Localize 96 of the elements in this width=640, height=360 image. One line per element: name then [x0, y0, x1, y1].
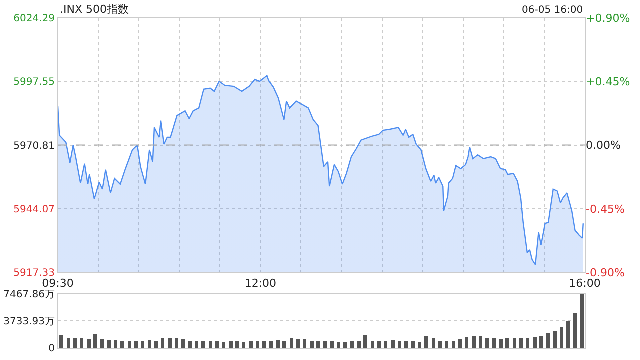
- bar: [404, 341, 408, 348]
- bar: [526, 338, 529, 348]
- bar: [519, 338, 523, 348]
- bar: [424, 336, 428, 348]
- bar: [343, 342, 347, 348]
- bar: [209, 341, 212, 348]
- bar: [188, 341, 192, 348]
- bar: [290, 338, 293, 348]
- bar: [539, 336, 543, 348]
- bar: [452, 341, 455, 348]
- y2-tick-label: +0.45%: [586, 76, 630, 88]
- bar: [499, 339, 503, 348]
- bar: [276, 340, 280, 348]
- bar: [100, 339, 104, 348]
- bar: [573, 313, 577, 348]
- bar: [249, 341, 253, 348]
- bar: [479, 336, 482, 348]
- bar: [222, 342, 225, 348]
- bar: [242, 342, 245, 348]
- bar: [87, 339, 91, 348]
- bar: [161, 338, 164, 348]
- bar: [296, 339, 300, 348]
- bar: [114, 340, 117, 348]
- bar: [492, 338, 496, 348]
- y-tick-label: 0: [48, 344, 55, 354]
- y2-tick-label: 0.00%: [586, 139, 621, 152]
- bar: [553, 331, 557, 348]
- bar: [323, 341, 327, 348]
- bar: [566, 321, 570, 348]
- chart-title: .INX 500指数: [60, 3, 129, 16]
- bar: [107, 340, 111, 348]
- bar: [235, 341, 239, 348]
- bar: [148, 340, 151, 348]
- bar: [371, 341, 374, 348]
- bar: [438, 341, 442, 348]
- y-tick-label: 5997.55: [14, 77, 55, 88]
- bar: [485, 338, 489, 348]
- y-tick-label: 3733.93万: [4, 316, 55, 328]
- x-tick-label: 12:00: [244, 276, 277, 290]
- bar: [513, 338, 516, 348]
- bar: [458, 339, 462, 348]
- bar: [201, 341, 205, 348]
- bar: [445, 341, 448, 348]
- bar: [330, 341, 334, 348]
- bar: [465, 337, 468, 348]
- bar: [337, 342, 340, 348]
- y-tick-label: 5970.81: [14, 140, 55, 152]
- bar: [195, 341, 198, 348]
- y2-tick-label: +0.90%: [586, 12, 630, 25]
- bar: [128, 341, 131, 348]
- bar: [411, 341, 415, 348]
- bar: [141, 341, 144, 348]
- bar: [350, 341, 354, 348]
- bar: [154, 341, 158, 348]
- bar: [215, 341, 219, 348]
- bar: [59, 335, 63, 348]
- bar: [391, 340, 395, 348]
- bar: [398, 341, 401, 348]
- bar: [310, 341, 314, 348]
- bar: [93, 334, 97, 348]
- bar: [533, 337, 537, 348]
- bar: [418, 342, 421, 348]
- x-tick-label: 16:00: [569, 276, 601, 290]
- bar: [505, 338, 509, 348]
- bar: [384, 341, 387, 348]
- y-tick-label: 5944.07: [14, 204, 55, 216]
- x-tick-label: 09:30: [42, 276, 74, 290]
- bar: [303, 339, 306, 348]
- bar: [282, 341, 286, 348]
- bar: [73, 338, 77, 348]
- bar: [546, 333, 550, 348]
- bar: [357, 341, 361, 348]
- bar: [269, 341, 273, 348]
- y2-tick-label: -0.90%: [586, 266, 625, 280]
- bar: [175, 338, 178, 348]
- bar: [472, 336, 476, 348]
- bar: [560, 327, 563, 348]
- bar: [229, 341, 233, 348]
- bar: [80, 338, 83, 348]
- y-tick-label: 7467.86万: [4, 290, 55, 301]
- bar: [432, 338, 435, 348]
- bar: [377, 341, 381, 348]
- bar: [181, 339, 185, 348]
- bar: [67, 338, 70, 348]
- y2-tick-label: -0.45%: [586, 202, 625, 216]
- bar: [316, 341, 320, 348]
- y-tick-label: 5917.33: [14, 268, 55, 280]
- bar: [363, 335, 367, 348]
- bar: [134, 341, 138, 348]
- y-tick-label: 6024.29: [14, 14, 55, 24]
- text: 06-05 16:00: [522, 5, 584, 16]
- bar: [262, 341, 266, 348]
- bar: [168, 338, 172, 348]
- bar: [256, 341, 259, 348]
- bar: [580, 294, 584, 348]
- bar: [120, 341, 124, 348]
